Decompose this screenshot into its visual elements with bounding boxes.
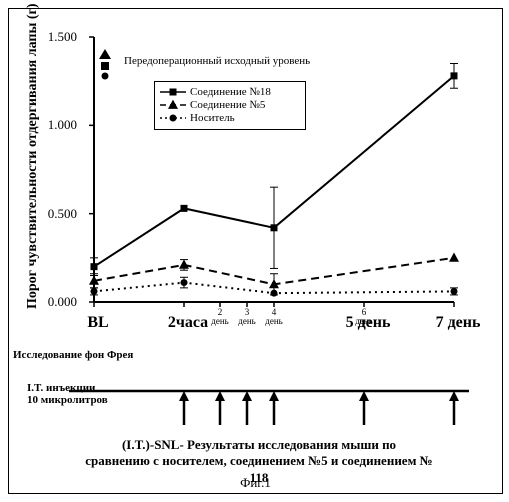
figure-label: Фиг.1 <box>9 475 502 491</box>
preop-markers <box>99 49 117 86</box>
chart-svg <box>69 27 469 327</box>
x-label-big: BL <box>66 314 130 332</box>
chart-area <box>69 27 469 327</box>
x-label-small: 4день <box>262 308 286 326</box>
legend-swatch <box>160 113 186 123</box>
figure-container: Порог чувствительности отдергивания лапы… <box>8 8 503 494</box>
injection-svg <box>69 381 469 429</box>
x-label-small: 6день <box>352 308 376 326</box>
legend-text: Носитель <box>190 112 235 124</box>
legend-row: Соединение №18 <box>160 86 300 98</box>
x-label-small: 3день <box>235 308 259 326</box>
legend-row: Соединение №5 <box>160 99 300 111</box>
y-axis-label: Порог чувствительности отдергивания лапы… <box>25 3 41 309</box>
preop-label: Передоперационный исходный уровень <box>124 55 310 67</box>
legend: Соединение №18Соединение №5Носитель <box>154 81 306 130</box>
y-tick-label: 0.500 <box>37 206 77 222</box>
x-study-label: Исследование фон Фрея <box>13 349 133 361</box>
y-tick-label: 1.500 <box>37 29 77 45</box>
legend-row: Носитель <box>160 112 300 124</box>
legend-text: Соединение №18 <box>190 86 271 98</box>
caption-line1: (I.T.)-SNL- Результаты исследования мыши… <box>122 437 396 452</box>
y-tick-label: 1.000 <box>37 117 77 133</box>
x-label-big: 7 день <box>426 314 490 332</box>
legend-swatch <box>160 100 186 110</box>
legend-text: Соединение №5 <box>190 99 265 111</box>
x-label-small: 2день <box>208 308 232 326</box>
y-tick-label: 0.000 <box>37 294 77 310</box>
legend-swatch <box>160 87 186 97</box>
